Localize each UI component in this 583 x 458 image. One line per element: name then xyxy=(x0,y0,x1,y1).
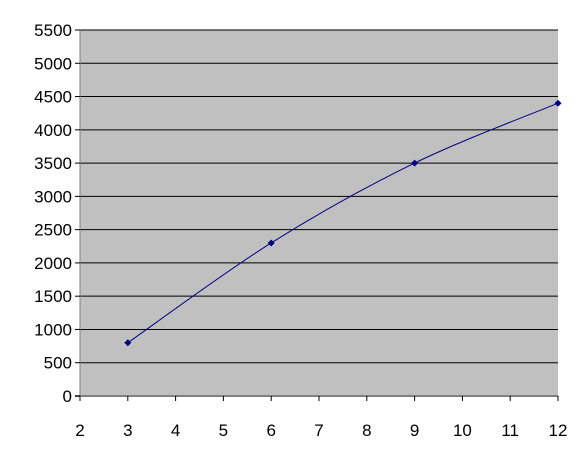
y-tick-label: 1000 xyxy=(34,320,72,339)
y-tick-label: 3500 xyxy=(34,154,72,173)
x-tick-label: 12 xyxy=(549,421,568,440)
x-tick-label: 10 xyxy=(453,421,472,440)
data-point-marker xyxy=(554,99,562,107)
series-line xyxy=(127,102,559,344)
x-tick-label: 8 xyxy=(362,421,371,440)
y-tick-label: 2000 xyxy=(34,254,72,273)
x-tick-label: 7 xyxy=(314,421,323,440)
x-tick-label: 9 xyxy=(410,421,419,440)
y-tick-label: 2500 xyxy=(34,221,72,240)
y-tick-label: 4000 xyxy=(34,121,72,140)
y-tick-label: 5000 xyxy=(34,54,72,73)
x-tick-label: 4 xyxy=(171,421,180,440)
data-point-marker xyxy=(124,339,132,347)
y-tick-label: 4500 xyxy=(34,88,72,107)
x-tick-label: 6 xyxy=(266,421,275,440)
x-tick-label: 5 xyxy=(219,421,228,440)
x-axis-tick-labels: 2 3 4 5 6 7 8 9 10 11 12 xyxy=(75,421,567,440)
data-point-marker xyxy=(411,159,419,167)
y-tick-label: 0 xyxy=(63,387,72,406)
x-tick-label: 3 xyxy=(123,421,132,440)
y-axis-tick-labels: 0 500 1000 1500 2000 2500 3000 3500 4000 4500 5000… xyxy=(34,21,72,406)
data-point-marker xyxy=(267,239,275,247)
x-tick-label: 2 xyxy=(75,421,84,440)
y-tick-label: 1500 xyxy=(34,287,72,306)
series-layer xyxy=(124,99,562,347)
x-tick-label: 11 xyxy=(501,421,519,440)
plot-area xyxy=(80,30,558,396)
y-tick-label: 500 xyxy=(44,354,72,373)
gridlines xyxy=(80,29,558,364)
y-tick-label: 5500 xyxy=(34,21,72,40)
axes xyxy=(75,29,559,401)
y-tick-label: 3000 xyxy=(34,187,72,206)
